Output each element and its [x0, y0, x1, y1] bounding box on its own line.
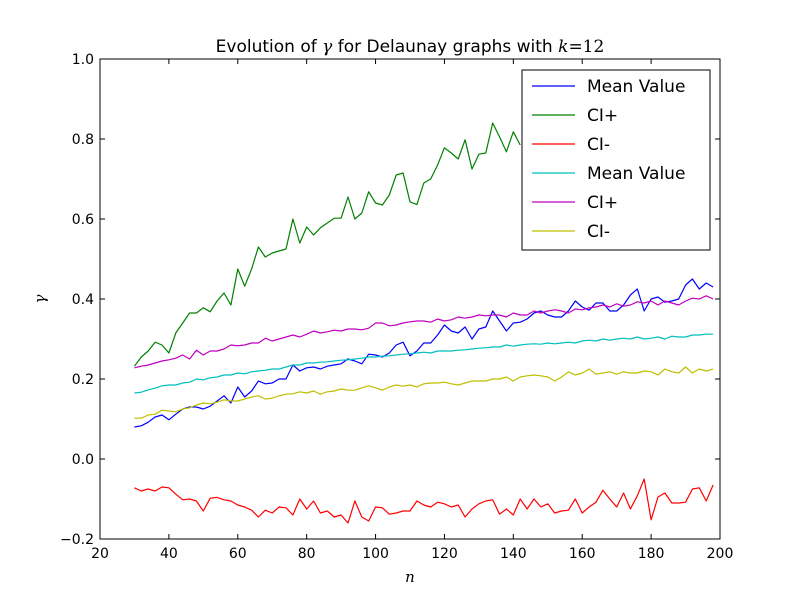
x-tick-label: 120	[431, 546, 458, 562]
legend-label-6: CI-	[587, 222, 610, 242]
y-tick-label: 0.2	[72, 372, 94, 388]
tick-labels: 20 40 60 80 100 120 140 160 180 200 −0.2 0.0 0.2 0.4 0…	[60, 52, 733, 562]
x-tick-label: 20	[91, 546, 109, 562]
legend: Mean Value CI+ CI- Mean Value CI+ CI-	[521, 69, 711, 251]
x-tick-label: 180	[638, 546, 665, 562]
y-tick-label: 0.8	[72, 132, 94, 148]
legend-box	[521, 69, 711, 251]
x-tick-label: 100	[362, 546, 389, 562]
y-tick-label: 0.0	[72, 452, 94, 468]
chart-title: Evolution of γ for Delaunay graphs with …	[216, 37, 605, 57]
legend-label-4: Mean Value	[587, 164, 685, 184]
plot-frame	[99, 58, 721, 540]
x-tick-label: 40	[160, 546, 178, 562]
x-tick-label: 60	[229, 546, 247, 562]
x-axis-label: n	[405, 568, 415, 586]
legend-label-5: CI+	[587, 193, 618, 213]
y-tick-label: 0.4	[72, 292, 94, 308]
series-line-6	[134, 366, 714, 419]
x-tick-label: 160	[569, 546, 596, 562]
series-line-1	[134, 278, 714, 428]
x-tick-label: 140	[500, 546, 527, 562]
legend-label-2: CI+	[587, 106, 618, 126]
y-tick-label: 1.0	[72, 52, 94, 68]
x-tick-label: 80	[298, 546, 316, 562]
legend-label-3: CI-	[587, 135, 610, 155]
y-tick-label: −0.2	[60, 532, 94, 548]
legend-label-1: Mean Value	[587, 77, 685, 97]
series-line-5	[134, 295, 714, 369]
series-line-2	[133, 122, 521, 367]
series-line-3	[134, 478, 714, 524]
y-tick-label: 0.6	[72, 212, 94, 228]
x-tick-label: 200	[707, 546, 734, 562]
series-line-4	[134, 333, 714, 394]
series-lines	[133, 122, 714, 524]
y-axis-label: γ	[31, 294, 49, 303]
